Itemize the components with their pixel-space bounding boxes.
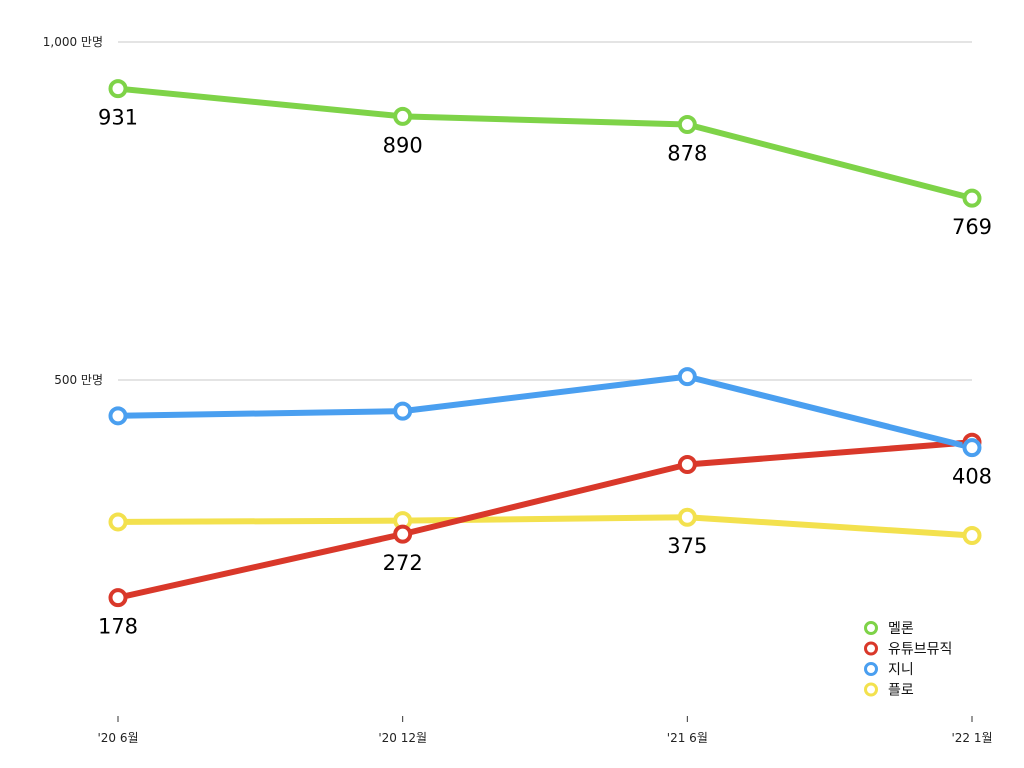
data-point	[677, 507, 697, 527]
legend-marker	[864, 662, 878, 676]
series-line-3	[115, 373, 975, 451]
series-line-2	[115, 439, 975, 601]
data-point	[393, 106, 413, 126]
data-point	[677, 455, 697, 474]
x-tick-label: '21 6월	[667, 731, 708, 745]
data-label: 890	[383, 133, 423, 157]
series-line-1	[115, 85, 975, 202]
data-point	[677, 367, 697, 387]
data-label: 375	[667, 534, 707, 558]
legend-marker	[864, 682, 878, 697]
legend-label: 플로	[888, 683, 914, 699]
data-point	[108, 588, 128, 608]
y-tick-label: 1,000 만명	[43, 35, 103, 49]
series-line-4	[115, 514, 975, 539]
data-point	[962, 525, 982, 545]
data-point	[677, 114, 697, 134]
data-label: 272	[383, 551, 423, 575]
data-point	[108, 406, 128, 426]
data-label: 178	[98, 615, 138, 639]
x-tick-label: '22 1월	[951, 731, 992, 745]
data-label: 408	[952, 465, 992, 489]
data-label: 769	[952, 215, 992, 239]
legend-marker	[864, 641, 878, 656]
data-point	[108, 512, 128, 532]
y-axis-ticks: 1,000 만명 500 만명	[43, 35, 103, 387]
data-label: 931	[98, 106, 138, 130]
legend-label: 유튜브뮤직	[888, 642, 952, 658]
series-points	[108, 79, 982, 608]
data-label: 878	[667, 141, 707, 165]
data-point	[393, 401, 413, 421]
legend-label: 멜론	[888, 621, 914, 637]
x-tick-label: '20 12월	[378, 731, 427, 745]
legend-marker	[864, 621, 878, 635]
data-point	[393, 524, 413, 544]
series-lines	[115, 85, 975, 601]
x-tick-label: '20 6월	[97, 731, 138, 745]
data-labels: 931 890 878 769 178 272 408 375	[98, 106, 992, 639]
legend-label: 지니	[888, 662, 914, 678]
data-point	[962, 438, 982, 458]
x-axis: '20 6월 '20 12월 '21 6월 '22 1월	[97, 715, 993, 745]
gridlines	[118, 41, 972, 381]
y-tick-label: 500 만명	[54, 373, 103, 387]
data-point	[962, 188, 982, 208]
data-point	[108, 79, 128, 99]
